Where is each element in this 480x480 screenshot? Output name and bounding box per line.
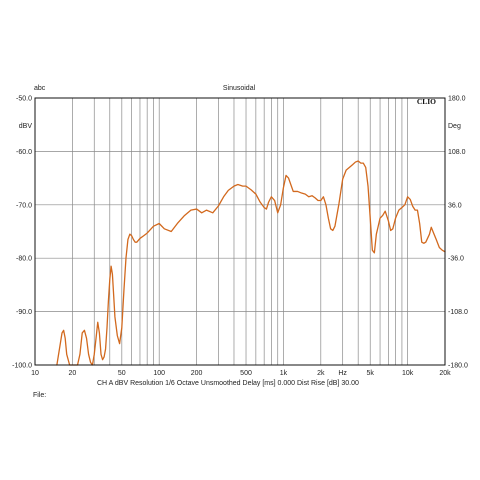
x-tick-label: 5k bbox=[367, 370, 375, 377]
x-tick-label: 20k bbox=[439, 370, 451, 377]
y-tick-label: -90.0 bbox=[16, 309, 32, 316]
y2-tick-label: 108.0 bbox=[448, 149, 466, 156]
x-tick-label: 1k bbox=[280, 370, 288, 377]
clio-brand: CLIO bbox=[417, 97, 436, 106]
series-layer bbox=[56, 160, 446, 366]
chart-title: Sinusoidal bbox=[223, 85, 256, 92]
y2-tick-label: 36.0 bbox=[448, 202, 462, 209]
y2-tick-label: 180.0 bbox=[448, 96, 466, 103]
x-tick-label: 2k bbox=[317, 370, 325, 377]
y-tick-label: -70.0 bbox=[16, 202, 32, 209]
x-tick-label: 10k bbox=[402, 370, 414, 377]
y-tick-label: -50.0 bbox=[16, 96, 32, 103]
x-tick-label: 10 bbox=[31, 370, 39, 377]
y-tick-label: -60.0 bbox=[16, 149, 32, 156]
y-axis-ticks: -50.0 -60.0 -70.0 -80.0 -90.0 -100.0 bbox=[12, 96, 32, 370]
x-tick-label: Hz bbox=[338, 370, 347, 377]
y2-tick-label: -36.0 bbox=[448, 256, 464, 263]
right-unit-label: Deg bbox=[448, 123, 461, 130]
y2-axis-ticks: 180.0 108.0 36.0 -36.0 -108.0 -180.0 bbox=[448, 96, 468, 370]
x-tick-label: 500 bbox=[240, 370, 252, 377]
x-tick-label: 200 bbox=[191, 370, 203, 377]
y2-tick-label: -108.0 bbox=[448, 309, 468, 316]
x-axis-ticks: 10 20 50 100 200 500 1k 2k Hz 5k 10k 20k bbox=[31, 370, 451, 377]
x-tick-label: 100 bbox=[153, 370, 165, 377]
y-tick-label: -100.0 bbox=[12, 363, 32, 370]
x-tick-label: 50 bbox=[118, 370, 126, 377]
x-tick-label: 20 bbox=[68, 370, 76, 377]
plot-frame bbox=[34, 97, 446, 366]
file-label: File: bbox=[33, 392, 46, 399]
header-left-label: abc bbox=[34, 85, 46, 92]
left-unit-label: dBV bbox=[19, 123, 33, 130]
y-tick-label: -80.0 bbox=[16, 256, 32, 263]
y2-tick-label: -180.0 bbox=[448, 363, 468, 370]
settings-line: CH A dBV Resolution 1/6 Octave Unsmoothe… bbox=[97, 380, 359, 387]
response-trace bbox=[56, 160, 446, 366]
grid-layer bbox=[35, 98, 445, 365]
